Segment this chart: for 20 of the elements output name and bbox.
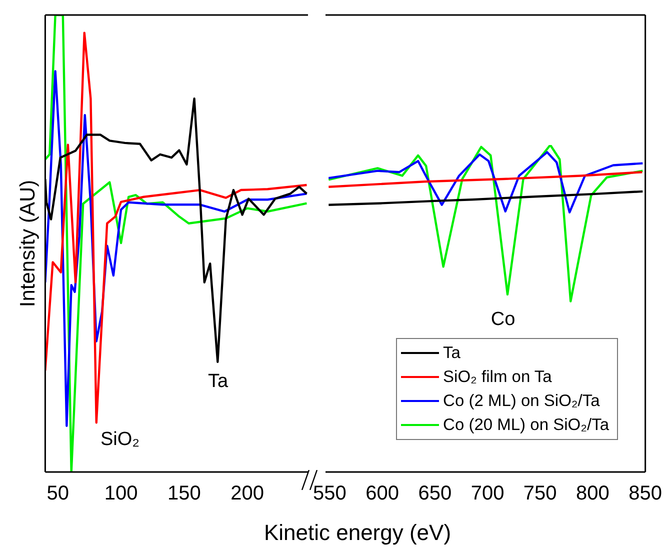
x-tick-label: 750 <box>523 482 557 505</box>
x-tick-label: 850 <box>628 482 662 505</box>
annotation: Ta <box>208 371 228 393</box>
legend-label: Ta <box>443 343 460 364</box>
x-tick-label: 700 <box>470 482 504 505</box>
x-tick-label: 600 <box>366 482 399 505</box>
x-tick-label: 650 <box>418 482 452 505</box>
x-tick-label: 800 <box>576 482 610 505</box>
annotation: Co <box>490 309 516 331</box>
x-tick-label: 150 <box>167 482 201 505</box>
x-tick-label: 550 <box>313 482 346 505</box>
legend-label: Co (20 ML) on SiO₂/Ta <box>443 415 609 436</box>
legend-label: SiO₂ film on Ta <box>443 367 552 388</box>
legend-label: Co (2 ML) on SiO₂/Ta <box>443 391 600 412</box>
x-tick-label: 200 <box>230 482 264 505</box>
y-axis-title: Intensity (AU) <box>16 180 40 308</box>
x-tick-label: 50 <box>46 482 69 505</box>
x-axis-title: Kinetic energy (eV) <box>262 520 452 546</box>
x-tick-label: 100 <box>104 482 138 505</box>
annotation: SiO₂ <box>100 429 140 451</box>
